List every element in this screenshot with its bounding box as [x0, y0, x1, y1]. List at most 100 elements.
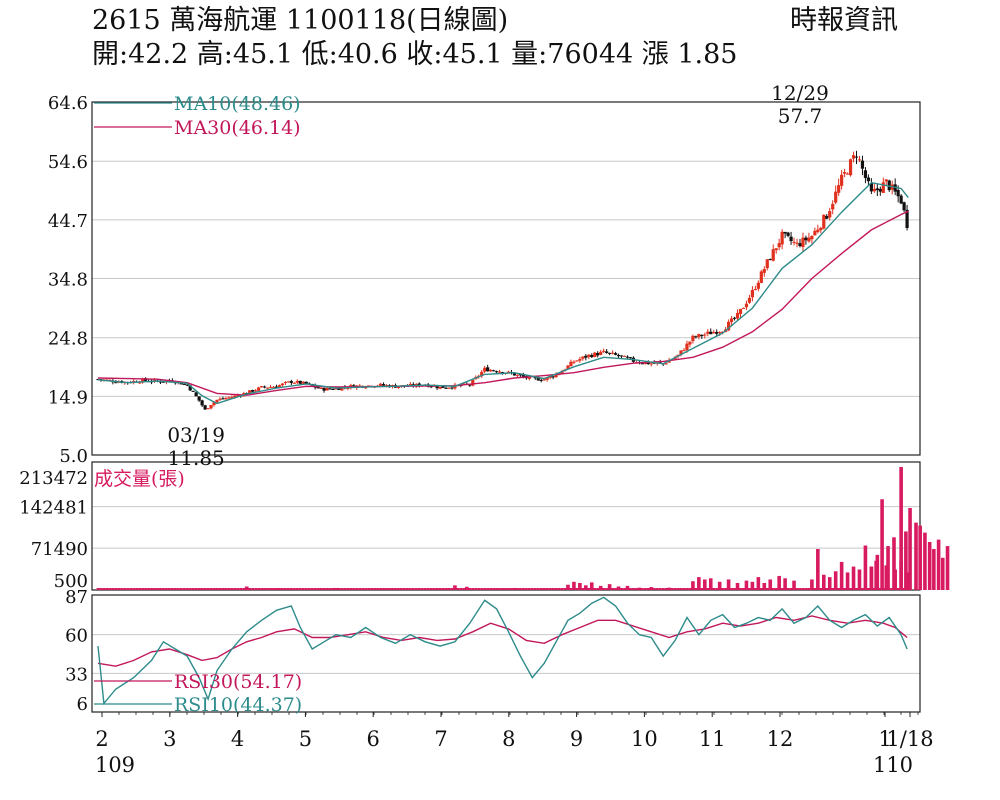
volume-bar [717, 581, 722, 590]
candle-body [364, 387, 368, 389]
candle-body [584, 355, 588, 358]
volume-bar [162, 588, 165, 590]
volume-bar [771, 588, 775, 590]
volume-bar [194, 588, 198, 590]
volume-bar [286, 588, 290, 590]
candle-body [756, 282, 760, 289]
volume-bar [289, 588, 293, 590]
volume-bar [402, 588, 406, 590]
candle-body [834, 191, 838, 203]
volume-bar [471, 588, 475, 590]
volume-bar [382, 588, 385, 590]
candle-body [753, 289, 757, 291]
volume-bar [634, 588, 638, 590]
volume-bar [459, 588, 463, 590]
volume-bar [777, 575, 781, 590]
price-axis-label: 54.6 [48, 152, 88, 173]
candle-body [506, 371, 511, 373]
volume-bar [212, 588, 216, 590]
volume-bar [896, 588, 900, 590]
volume-bar [703, 588, 707, 590]
volume-bar [878, 588, 882, 590]
volume-bar [691, 588, 695, 590]
rsi-axis-label: 6 [77, 694, 88, 715]
volume-bar [858, 588, 861, 590]
chart-title: 2615 萬海航運 1100118(日線圖) [92, 5, 509, 36]
volume-bar [507, 588, 510, 590]
quote-summary: 開:42.2 高:45.1 低:40.6 收:45.1 量:76044 漲 1.… [92, 39, 738, 70]
candle-body [792, 241, 796, 243]
volume-bar [614, 588, 617, 590]
candle-body [158, 381, 163, 383]
volume-bar [385, 588, 388, 590]
volume-bar [587, 588, 591, 590]
volume-bar [388, 588, 391, 590]
candle-body [709, 331, 713, 335]
volume-bar [566, 588, 570, 590]
volume-bar [936, 539, 941, 590]
volume-bar [441, 588, 445, 590]
volume-bar [420, 588, 424, 590]
ma30-line [97, 210, 909, 396]
volume-bar [566, 584, 570, 590]
volume-bar [370, 588, 374, 590]
candle-body [480, 371, 484, 377]
volume-bar [474, 588, 478, 590]
candle-body [837, 185, 841, 193]
volume-bar [748, 588, 751, 590]
volume-bar [682, 588, 686, 590]
volume-bar [845, 572, 850, 590]
volume-bar [899, 467, 903, 590]
volume-legend: 成交量(張) [94, 468, 185, 490]
candle-body [340, 387, 344, 391]
volume-bar [263, 588, 266, 590]
candle-body [265, 387, 270, 389]
candle-body [774, 248, 778, 251]
candle-body [762, 269, 766, 273]
x-axis-label: 2 [95, 727, 108, 751]
volume-bar [828, 588, 832, 590]
rsi-axis-label: 60 [65, 626, 88, 647]
volume-bar [590, 588, 594, 590]
candle-body [691, 335, 695, 342]
volume-bar [607, 584, 612, 590]
candle-body [810, 236, 814, 240]
volume-bar [598, 585, 603, 590]
candle-body [236, 395, 240, 397]
volume-bar [599, 588, 603, 590]
volume-bar [572, 588, 576, 590]
candle-body [649, 363, 653, 365]
volume-bar [795, 588, 799, 590]
volume-bar [408, 588, 412, 590]
candle-body [848, 159, 853, 176]
candle-body [212, 402, 216, 406]
candle-body [141, 378, 145, 383]
volume-bar [230, 588, 234, 590]
volume-bar [224, 588, 228, 590]
volume-bar [863, 545, 868, 590]
candle-body [277, 385, 282, 388]
candle-body [515, 374, 520, 376]
candle-body [396, 386, 401, 388]
x-axis-label: 7 [434, 727, 447, 751]
volume-bar [337, 588, 341, 590]
annotation-date: 03/19 [167, 423, 225, 447]
volume-bar [153, 588, 156, 590]
volume-bar [857, 569, 862, 590]
volume-bar [533, 588, 537, 590]
volume-bar [203, 588, 207, 590]
rsi10-line [97, 596, 908, 706]
candle-body [444, 387, 448, 389]
ma10-line [97, 181, 909, 405]
candle-body [712, 332, 716, 334]
legend-label: MA30(46.14) [174, 117, 301, 139]
candle-body [857, 159, 862, 161]
price-axis-label: 64.6 [48, 93, 88, 114]
candle-body [599, 351, 603, 355]
volume-bar [765, 588, 769, 590]
candle-body [759, 271, 763, 283]
volume-bar [584, 585, 588, 590]
volume-bar [218, 588, 222, 590]
volume-bar [301, 588, 305, 590]
